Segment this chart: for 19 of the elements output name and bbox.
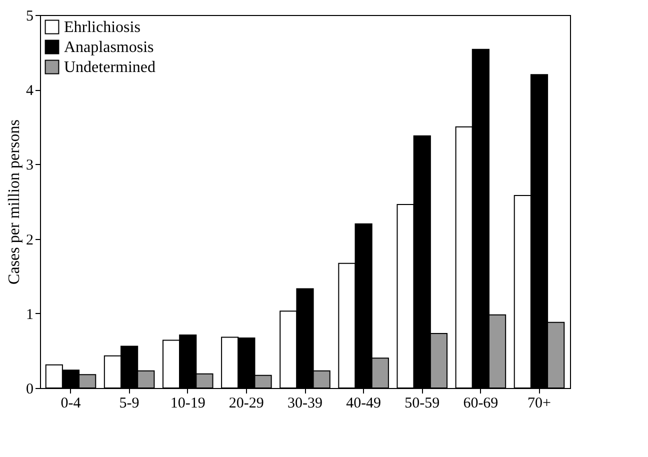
y-axis-title: Cases per million persons	[6, 120, 23, 284]
y-tick-label: 4	[26, 83, 34, 100]
y-tick-label: 5	[26, 8, 34, 24]
y-tick-label: 3	[26, 158, 34, 174]
x-tick-label: 60-69	[463, 396, 498, 412]
x-tick-label: 40-49	[346, 396, 382, 412]
x-tick-label: 20-29	[228, 396, 264, 412]
legend-label: Undetermined	[64, 59, 156, 76]
y-tick-label: 0	[26, 382, 34, 398]
x-tick-label: 70+	[528, 396, 551, 412]
x-tick-label: 0-4	[60, 396, 82, 412]
legend-label: Anaplasmosis	[64, 39, 154, 56]
y-tick-label: 1	[26, 306, 34, 323]
legend-label: Ehrlichiosis	[64, 19, 140, 36]
x-tick-label: 10-19	[170, 396, 206, 412]
x-tick-label: 30-39	[288, 396, 322, 412]
x-tick-label: 50-59	[404, 396, 440, 412]
y-tick-label: 2	[26, 232, 34, 248]
x-tick-label: 5-9	[119, 396, 140, 412]
